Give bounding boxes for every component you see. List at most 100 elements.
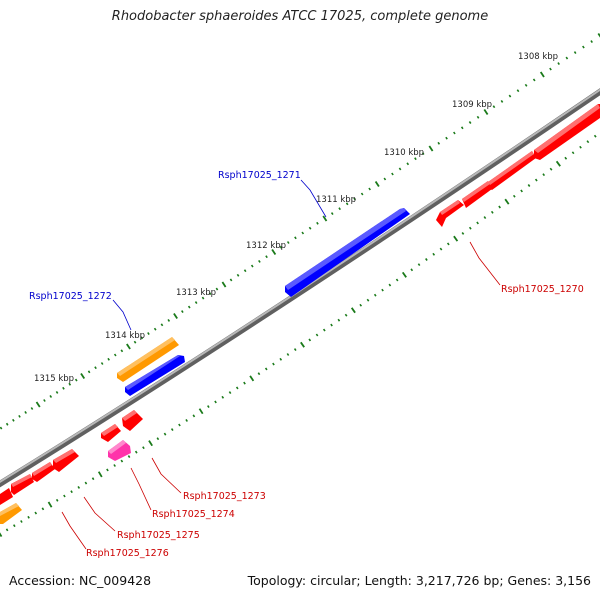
gene-label-1275[interactable]: Rsph17025_1275 <box>117 530 200 541</box>
tick-mark <box>215 287 219 291</box>
gene-label-1276[interactable]: Rsph17025_1276 <box>86 548 169 559</box>
outer-tick-track <box>0 32 600 430</box>
gene-red-1270a[interactable] <box>534 104 600 160</box>
tick-label-1309: 1309 kbp <box>452 100 492 110</box>
tick-mark <box>294 236 297 240</box>
genome-info-label: Topology: circular; Length: 3,217,726 bp… <box>247 573 591 588</box>
tick-mark <box>308 226 312 230</box>
tick-mark <box>468 121 472 124</box>
tick-mark <box>236 273 240 277</box>
tick-mark <box>207 405 210 409</box>
tick-mark <box>24 410 27 414</box>
tick-mark <box>0 426 3 430</box>
tick-mark <box>564 156 568 160</box>
tick-mark <box>432 252 436 256</box>
gene-blue-1271[interactable] <box>285 208 410 297</box>
tick-mark <box>20 520 23 523</box>
gene-red-1276c[interactable] <box>0 488 13 505</box>
tick-mark <box>549 167 553 171</box>
tick-mark <box>330 212 334 216</box>
tick-mark <box>235 386 239 390</box>
gene-label-1273[interactable]: Rsph17025_1273 <box>183 491 266 502</box>
tick-mark <box>265 255 268 259</box>
leader-1276 <box>61 511 87 550</box>
gene-red-1275[interactable] <box>53 449 79 472</box>
tick-mark <box>91 477 95 481</box>
tick-mark <box>243 269 247 273</box>
tick-mark <box>221 281 227 288</box>
tick-mark <box>461 232 465 235</box>
gene-red-1270b[interactable] <box>488 151 536 190</box>
gene-blue-1272[interactable] <box>125 355 185 396</box>
tick-mark <box>201 296 205 300</box>
tick-mark <box>590 40 593 44</box>
tick-mark <box>439 247 443 251</box>
tick-mark <box>18 414 21 418</box>
tick-mark <box>368 187 371 191</box>
tick-mark <box>107 357 110 361</box>
tick-mark <box>597 32 600 38</box>
leader-1270 <box>469 241 501 286</box>
tick-mark <box>272 362 275 366</box>
tick-mark <box>453 235 459 242</box>
tick-mark <box>27 515 30 519</box>
tick-mark <box>181 310 184 314</box>
tick-mark <box>87 370 91 374</box>
tick-mark <box>258 259 261 263</box>
gene-orange-bottom[interactable] <box>0 503 22 524</box>
tick-mark <box>391 172 394 176</box>
tick-mark <box>539 71 545 78</box>
tick-mark <box>5 422 9 426</box>
tick-mark <box>163 432 167 436</box>
tick-mark <box>421 152 425 156</box>
tick-mark <box>126 343 131 350</box>
tick-mark <box>147 332 150 336</box>
tick-mark <box>167 318 171 322</box>
tick-mark <box>593 134 597 138</box>
tick-mark <box>446 242 450 246</box>
tick-mark <box>315 333 319 337</box>
gene-label-1270[interactable]: Rsph17025_1270 <box>501 284 584 295</box>
tick-mark <box>194 301 198 305</box>
gene-orange-1272[interactable] <box>117 337 179 382</box>
gene-label-1274[interactable]: Rsph17025_1274 <box>152 509 235 520</box>
gene-label-1271[interactable]: Rsph17025_1271 <box>218 170 301 181</box>
tick-mark <box>401 271 407 278</box>
tick-mark <box>134 450 138 454</box>
gene-red-1270d[interactable] <box>436 200 464 227</box>
tick-mark <box>94 366 97 370</box>
tick-mark <box>527 184 531 187</box>
tick-mark <box>63 494 66 498</box>
inner-tick-track <box>0 134 597 538</box>
tick-mark <box>366 298 370 302</box>
tick-label-1310: 1310 kbp <box>384 148 424 158</box>
tick-mark <box>406 162 410 166</box>
tick-mark <box>140 336 144 340</box>
tick-mark <box>350 307 356 314</box>
tick-mark <box>330 323 333 327</box>
gene-red-1276b[interactable] <box>11 474 34 495</box>
gene-red-1270c[interactable] <box>462 181 492 208</box>
tick-mark <box>437 141 441 145</box>
gene-red-1273[interactable] <box>122 410 143 431</box>
tick-mark <box>286 241 290 244</box>
tick-mark <box>557 62 560 66</box>
tick-mark <box>113 353 117 357</box>
gene-magenta-1274[interactable] <box>108 440 131 461</box>
tick-mark <box>460 126 464 130</box>
gene-label-1272[interactable]: Rsph17025_1272 <box>29 291 112 302</box>
tick-mark <box>173 313 178 319</box>
leader-1273 <box>151 457 182 494</box>
tick-mark <box>214 400 217 404</box>
tick-mark <box>476 115 480 119</box>
gene-red-1276a[interactable] <box>32 462 55 482</box>
tick-mark <box>100 362 104 365</box>
tick-mark <box>47 501 53 508</box>
leader-1274 <box>130 467 152 511</box>
gene-red-1273b[interactable] <box>101 424 121 442</box>
tick-mark <box>373 293 377 297</box>
tick-mark <box>516 89 520 93</box>
tick-mark <box>97 471 103 478</box>
tick-mark <box>249 375 255 382</box>
